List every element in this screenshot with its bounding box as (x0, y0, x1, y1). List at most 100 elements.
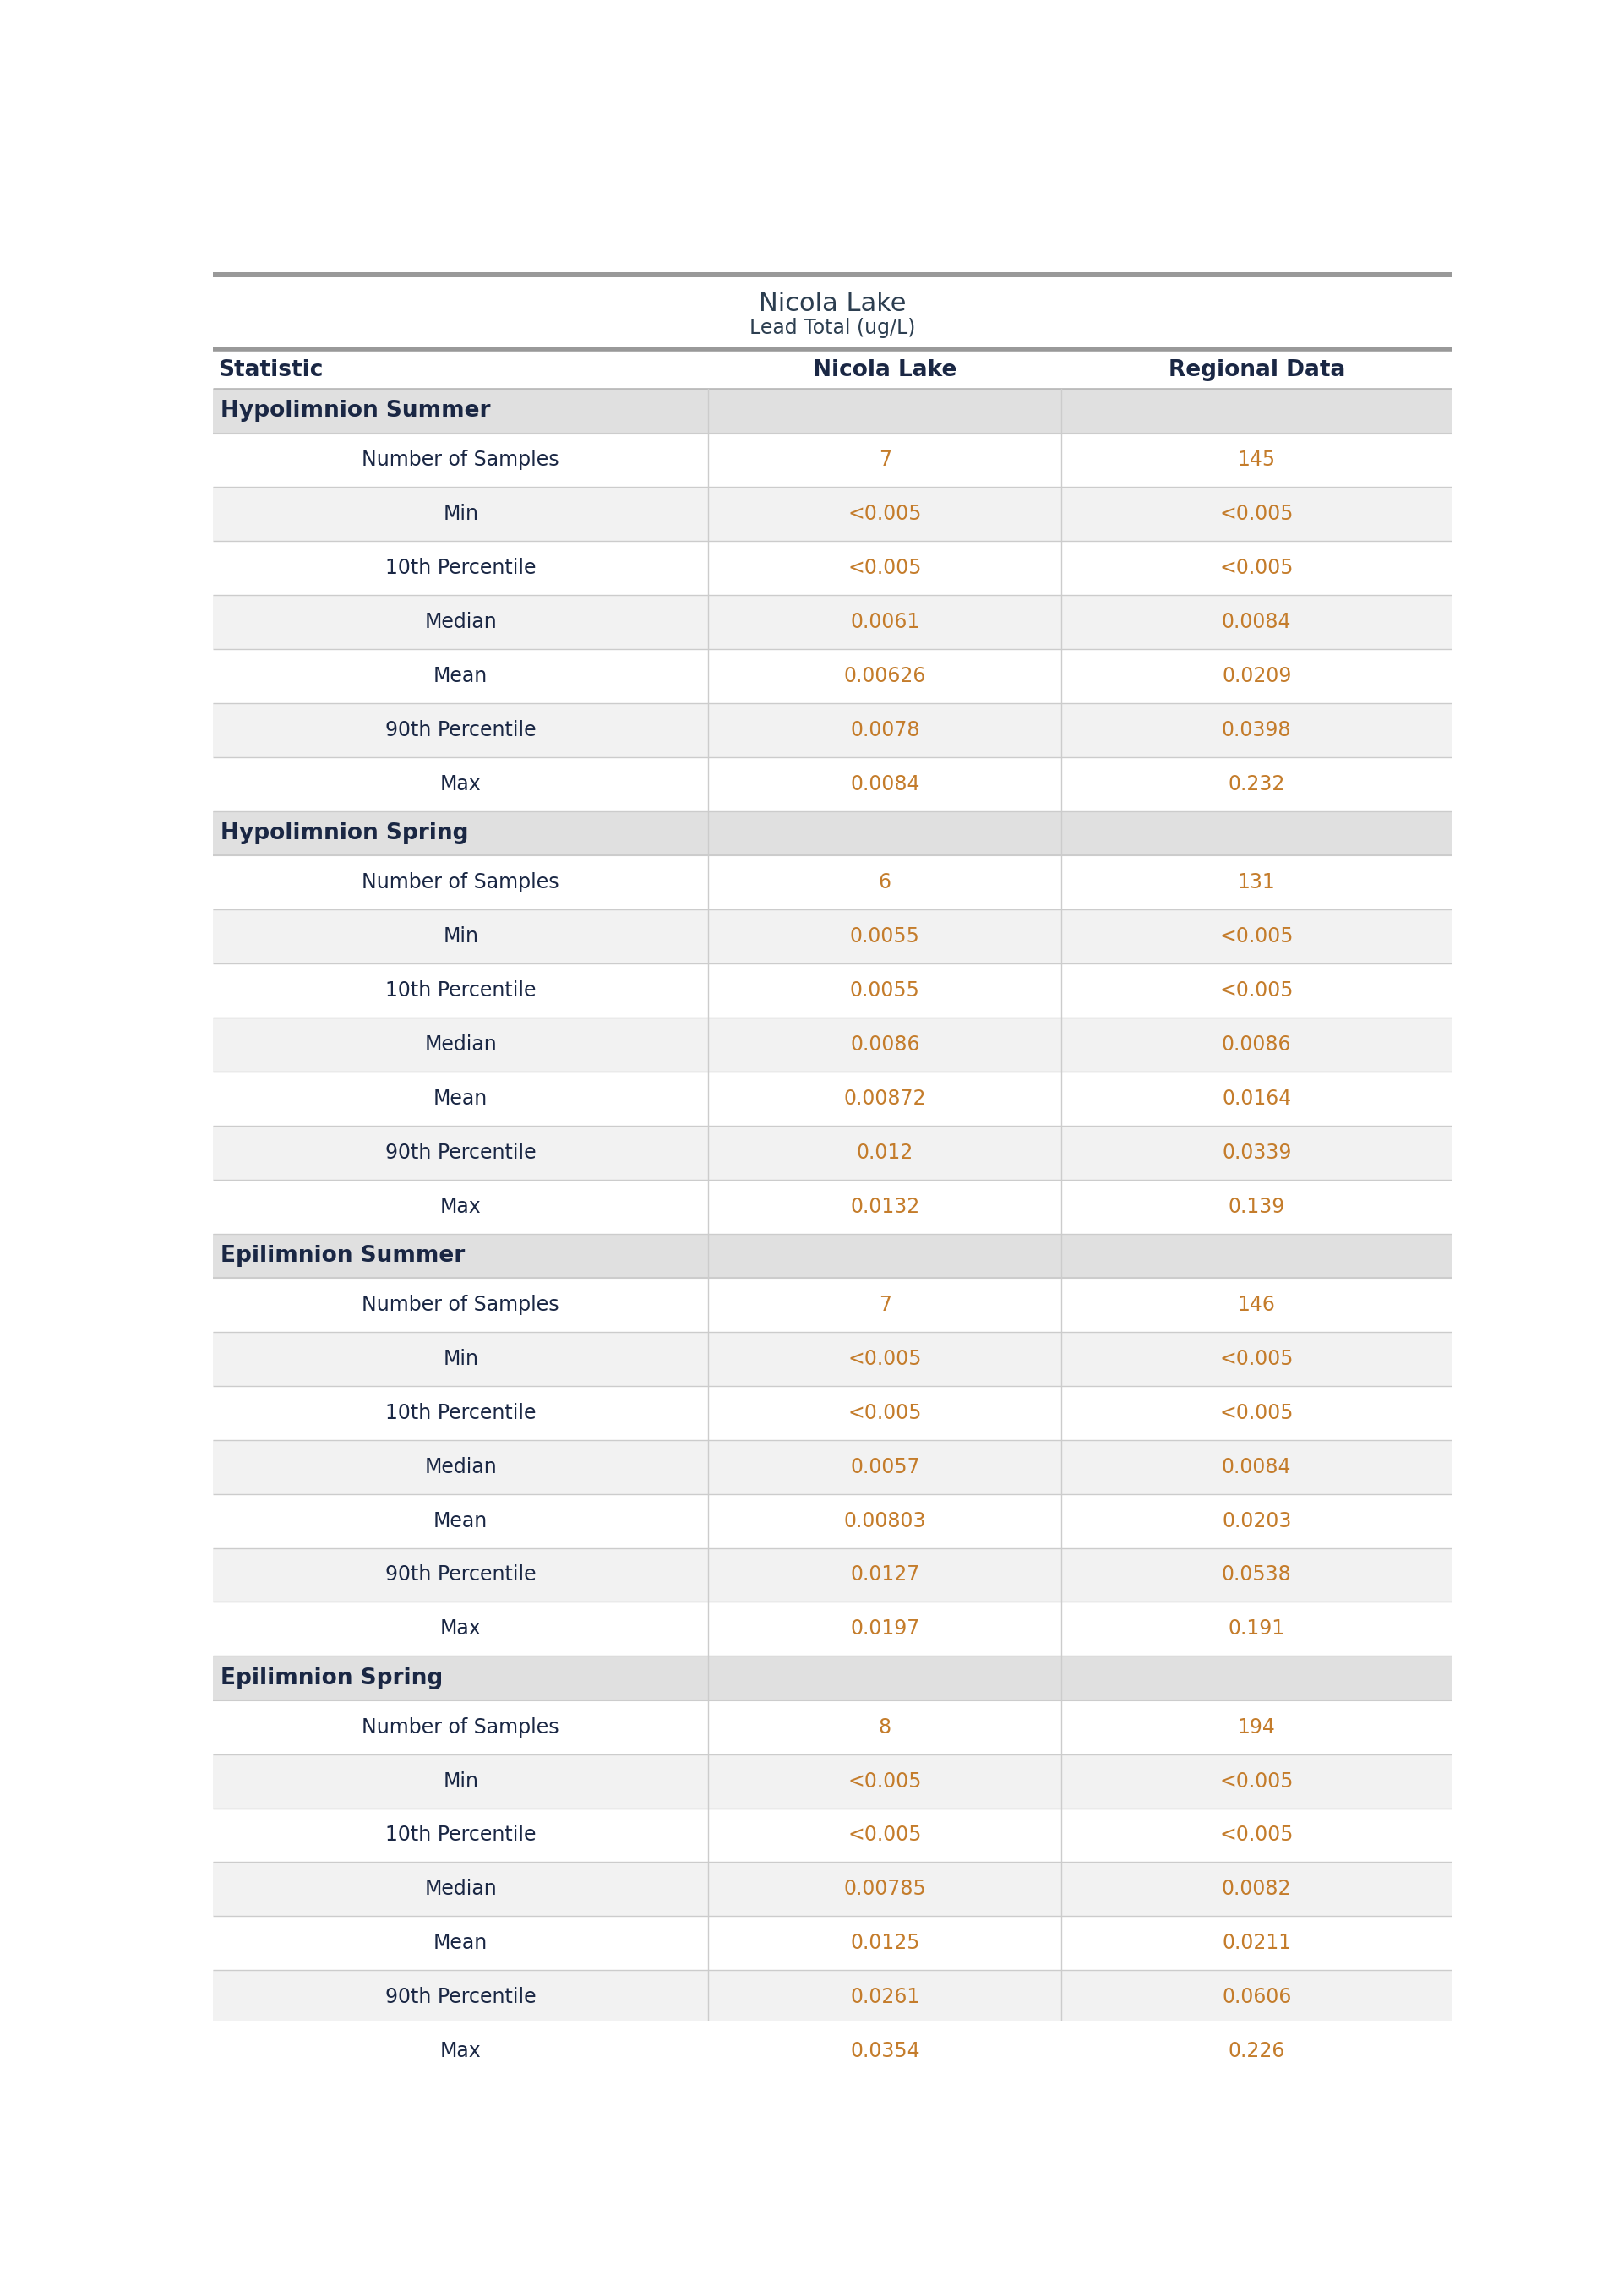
Bar (213, 540, 1452, 595)
Bar (213, 277, 1452, 350)
Text: Regional Data: Regional Data (1168, 359, 1345, 381)
Text: 0.00785: 0.00785 (843, 1880, 926, 1900)
Text: Number of Samples: Number of Samples (362, 449, 559, 470)
Text: 194: 194 (1237, 1716, 1275, 1737)
Text: 0.232: 0.232 (1228, 774, 1285, 794)
Bar (213, 758, 1452, 810)
Text: 0.0084: 0.0084 (1221, 1457, 1291, 1478)
Text: Median: Median (424, 613, 497, 633)
Text: Mean: Mean (434, 665, 487, 686)
Text: 10th Percentile: 10th Percentile (385, 981, 536, 1001)
Bar (213, 1126, 1452, 1180)
Text: Nicola Lake: Nicola Lake (758, 293, 906, 316)
Bar (213, 352, 1452, 388)
Text: 7: 7 (879, 449, 892, 470)
Text: <0.005: <0.005 (1220, 558, 1294, 579)
Text: <0.005: <0.005 (1220, 1771, 1294, 1791)
Bar (213, 272, 1452, 277)
Text: <0.005: <0.005 (1220, 1403, 1294, 1423)
Text: Median: Median (424, 1035, 497, 1056)
Text: <0.005: <0.005 (1220, 981, 1294, 1001)
Text: Max: Max (440, 774, 481, 794)
Text: 146: 146 (1237, 1294, 1275, 1314)
Text: 0.0538: 0.0538 (1221, 1564, 1291, 1584)
Bar (213, 1439, 1452, 1494)
Bar (213, 649, 1452, 704)
Text: 0.0086: 0.0086 (1221, 1035, 1291, 1056)
Text: 90th Percentile: 90th Percentile (385, 1564, 536, 1584)
Text: 0.191: 0.191 (1228, 1619, 1285, 1639)
Text: 131: 131 (1237, 872, 1275, 892)
Text: Mean: Mean (434, 1934, 487, 1952)
Text: 90th Percentile: 90th Percentile (385, 1142, 536, 1162)
Text: Number of Samples: Number of Samples (362, 1294, 559, 1314)
Bar (213, 1655, 1452, 1700)
Bar (213, 1809, 1452, 1861)
Text: 0.0164: 0.0164 (1221, 1087, 1291, 1108)
Bar (213, 704, 1452, 758)
Bar (213, 856, 1452, 910)
Bar (213, 1755, 1452, 1809)
Text: <0.005: <0.005 (848, 1348, 922, 1369)
Text: 0.0055: 0.0055 (849, 926, 919, 947)
Text: Max: Max (440, 2041, 481, 2061)
Bar (213, 1494, 1452, 1548)
Text: 0.0339: 0.0339 (1221, 1142, 1291, 1162)
Bar (213, 1233, 1452, 1278)
Text: Max: Max (440, 1196, 481, 1217)
Text: 6: 6 (879, 872, 892, 892)
Text: 90th Percentile: 90th Percentile (385, 720, 536, 740)
Text: <0.005: <0.005 (1220, 1825, 1294, 1846)
Text: 0.0055: 0.0055 (849, 981, 919, 1001)
Bar (213, 1970, 1452, 2025)
Text: Median: Median (424, 1880, 497, 1900)
Text: 0.0398: 0.0398 (1221, 720, 1291, 740)
Text: 0.00803: 0.00803 (844, 1512, 926, 1530)
Text: 10th Percentile: 10th Percentile (385, 558, 536, 579)
Text: 0.0132: 0.0132 (851, 1196, 919, 1217)
Text: 0.0078: 0.0078 (849, 720, 919, 740)
Bar (213, 810, 1452, 856)
Text: Statistic: Statistic (218, 359, 323, 381)
Bar (213, 1180, 1452, 1233)
Text: 0.0057: 0.0057 (849, 1457, 919, 1478)
Text: 10th Percentile: 10th Percentile (385, 1825, 536, 1846)
Text: Mean: Mean (434, 1087, 487, 1108)
Text: 0.0086: 0.0086 (849, 1035, 919, 1056)
Text: <0.005: <0.005 (848, 1771, 922, 1791)
Text: Hypolimnion Spring: Hypolimnion Spring (221, 822, 469, 844)
Text: 0.0261: 0.0261 (851, 1986, 919, 2007)
Text: 0.0211: 0.0211 (1221, 1934, 1291, 1952)
Text: 90th Percentile: 90th Percentile (385, 1986, 536, 2007)
Text: Min: Min (443, 1771, 479, 1791)
Bar (213, 2025, 1452, 2079)
Text: <0.005: <0.005 (848, 1825, 922, 1846)
Bar (213, 1700, 1452, 1755)
Bar (213, 1861, 1452, 1916)
Text: Max: Max (440, 1619, 481, 1639)
Text: Median: Median (424, 1457, 497, 1478)
Text: Lead Total (ug/L): Lead Total (ug/L) (749, 318, 916, 338)
Text: Number of Samples: Number of Samples (362, 1716, 559, 1737)
Bar (213, 488, 1452, 540)
Bar (213, 595, 1452, 649)
Text: Nicola Lake: Nicola Lake (814, 359, 957, 381)
Text: 0.00872: 0.00872 (844, 1087, 926, 1108)
Text: 8: 8 (879, 1716, 892, 1737)
Text: <0.005: <0.005 (1220, 1348, 1294, 1369)
Text: 0.00626: 0.00626 (844, 665, 926, 686)
Text: 0.0125: 0.0125 (849, 1934, 919, 1952)
Text: 0.012: 0.012 (856, 1142, 913, 1162)
Text: Mean: Mean (434, 1512, 487, 1530)
Bar (213, 1916, 1452, 1970)
Text: Min: Min (443, 504, 479, 524)
Text: 0.0127: 0.0127 (851, 1564, 919, 1584)
Bar (213, 1603, 1452, 1655)
Text: Epilimnion Summer: Epilimnion Summer (221, 1244, 464, 1267)
Text: 7: 7 (879, 1294, 892, 1314)
Text: Min: Min (443, 926, 479, 947)
Bar (213, 1278, 1452, 1332)
Text: Min: Min (443, 1348, 479, 1369)
Bar (213, 910, 1452, 962)
Text: 0.226: 0.226 (1228, 2041, 1285, 2061)
